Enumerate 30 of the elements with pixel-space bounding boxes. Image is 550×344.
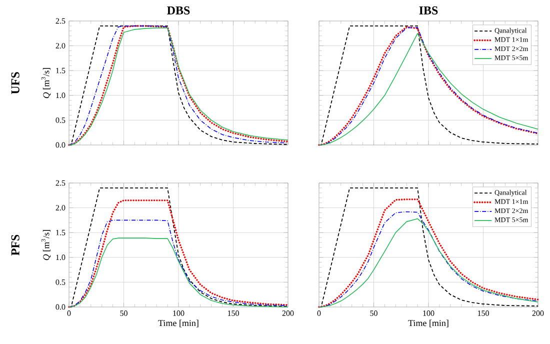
y-tick-label: 2.5 [56,180,66,186]
y-tick-label: 0.5 [56,279,66,285]
x-axis-title: Time [min] [408,320,448,328]
x-tick-label: 200 [532,310,544,316]
y-tick-label: 2.0 [56,43,66,49]
x-tick-label: 50 [120,310,128,316]
y-axis-title: Q [m$^{3}$/s] [41,68,51,98]
x-tick-label: 100 [423,310,434,316]
x-tick-label: 200 [282,310,294,316]
y-tick-label: 0.0 [56,304,66,310]
x-tick-label: 100 [173,310,184,316]
x-axis-title: Time [min] [158,320,198,328]
text: UFS [11,72,20,94]
x-tick-label: 150 [228,310,239,316]
y-tick-label: 1.0 [56,254,66,260]
y-axis-title: Q [m$^{3}$/s] [41,230,51,260]
y-tick-label: 0.0 [56,142,66,148]
y-tick-label: 2.5 [56,18,66,24]
y-tick-label: 1.0 [56,92,66,98]
x-tick-label: 150 [478,310,489,316]
text: PFS [11,234,20,256]
y-tick-label: 2.0 [56,205,66,211]
y-tick-label: 0.5 [56,117,66,123]
chart-title: IBS [419,6,438,14]
chart-title: DBS [167,6,190,14]
x-tick-label: 50 [370,310,378,316]
y-tick-label: 1.5 [56,68,66,74]
x-tick-label: 0 [67,310,71,316]
x-tick-label: 0 [317,310,321,316]
y-tick-label: 1.5 [56,230,66,236]
